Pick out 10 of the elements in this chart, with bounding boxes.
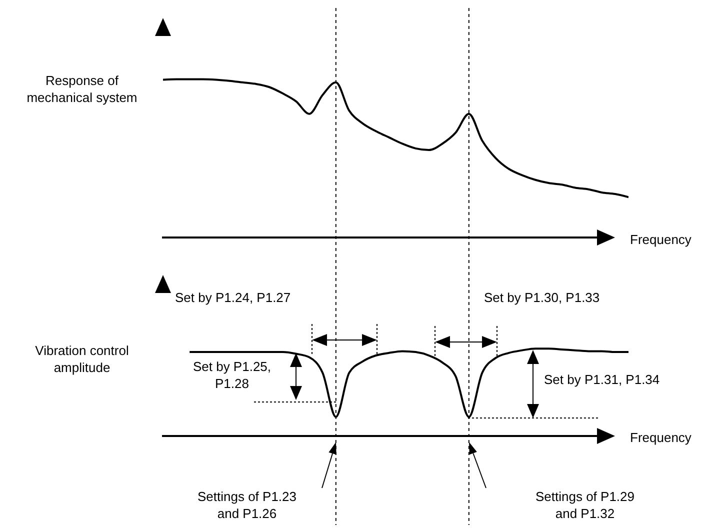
y-axis-title: Response of mechanical system	[26, 72, 138, 106]
annotation: Set by P1.25, P1.28	[192, 358, 272, 392]
x-axis-title: Frequency	[630, 429, 692, 446]
x-axis-title: Frequency	[630, 231, 692, 248]
text: Settings of P1.29 and P1.32	[534, 488, 636, 522]
text: Set by P1.24, P1.27	[175, 289, 292, 306]
text: Set by P1.30, P1.33	[484, 289, 601, 306]
y-axis-title: Vibration control amplitude	[34, 342, 130, 376]
annotation: Set by P1.31, P1.34	[544, 371, 661, 388]
text: Settings of P1.23 and P1.26	[196, 488, 298, 522]
